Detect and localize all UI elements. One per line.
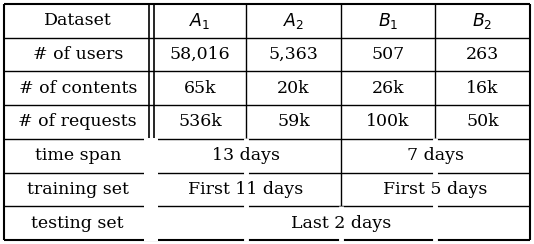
Text: Dataset: Dataset: [44, 12, 112, 29]
Bar: [144, 206, 159, 241]
Text: testing set: testing set: [32, 215, 124, 232]
Text: 20k: 20k: [277, 80, 310, 97]
Text: 5,363: 5,363: [269, 46, 318, 63]
Text: 13 days: 13 days: [212, 147, 280, 164]
Text: $A_1$: $A_1$: [189, 11, 211, 31]
Bar: [144, 138, 159, 173]
Text: $A_2$: $A_2$: [282, 11, 304, 31]
Text: $B_2$: $B_2$: [473, 11, 493, 31]
Text: 507: 507: [372, 46, 405, 63]
Bar: [144, 172, 159, 207]
Text: $B_1$: $B_1$: [378, 11, 398, 31]
Text: 536k: 536k: [178, 113, 222, 131]
Text: # of contents: # of contents: [19, 80, 137, 97]
Text: 100k: 100k: [366, 113, 410, 131]
Text: 59k: 59k: [277, 113, 310, 131]
Text: # of users: # of users: [33, 46, 123, 63]
Text: 7 days: 7 days: [407, 147, 464, 164]
Text: 50k: 50k: [466, 113, 499, 131]
Text: 58,016: 58,016: [170, 46, 230, 63]
Text: First 5 days: First 5 days: [383, 181, 488, 198]
Text: 65k: 65k: [184, 80, 216, 97]
Text: 263: 263: [466, 46, 499, 63]
Text: # of requests: # of requests: [18, 113, 137, 131]
Text: time span: time span: [35, 147, 121, 164]
Text: 26k: 26k: [372, 80, 404, 97]
Text: First 11 days: First 11 days: [189, 181, 304, 198]
Text: Last 2 days: Last 2 days: [290, 215, 391, 232]
Text: 16k: 16k: [466, 80, 499, 97]
Text: training set: training set: [27, 181, 129, 198]
